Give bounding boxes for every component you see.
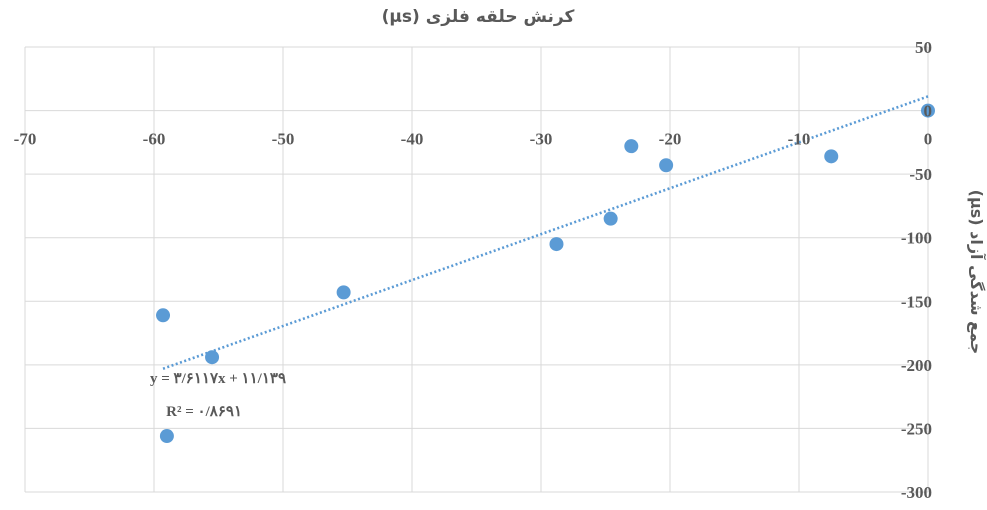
y-tick-label: -100 [901, 229, 932, 248]
y-tick-labels: 50 0 -50 -100 -150 -200 -250 -300 [901, 38, 932, 502]
y-tick-label: -50 [909, 165, 932, 184]
trendline [162, 95, 929, 370]
data-point [824, 149, 839, 164]
trendline-equation: y = ۳/۶۱۱۷x + ۱۱/۱۳۹ [150, 371, 286, 387]
data-point [603, 211, 618, 226]
data-point [336, 285, 351, 300]
data-point [549, 237, 564, 252]
data-point [156, 308, 171, 323]
x-tick-labels: -70 -60 -50 -40 -30 -20 -10 0 [14, 130, 933, 149]
data-point [159, 429, 174, 444]
chart-title: کرنش حلقه فلزی (µs) [382, 7, 575, 27]
data-point [205, 350, 220, 365]
data-point [624, 139, 639, 154]
x-tick-label: -20 [659, 130, 682, 149]
x-tick-label: -60 [143, 130, 166, 149]
y-tick-label: 0 [924, 102, 933, 121]
y-tick-label: 50 [915, 38, 932, 57]
gridlines [24, 46, 929, 493]
trendline-group [162, 95, 929, 370]
data-point [659, 158, 674, 173]
x-tick-label: -50 [272, 130, 295, 149]
x-tick-label: -40 [401, 130, 424, 149]
x-tick-label: -10 [788, 130, 811, 149]
y-axis-label: جمع شدگی آزاد (µs) [967, 190, 987, 355]
data-point [921, 103, 935, 118]
data-points [156, 103, 935, 444]
y-tick-label: -300 [901, 483, 932, 502]
x-tick-label: -30 [530, 130, 553, 149]
x-tick-label: 0 [924, 130, 933, 149]
y-tick-label: -250 [901, 419, 932, 438]
y-tick-label: -200 [901, 356, 932, 375]
x-tick-label: -70 [14, 130, 37, 149]
trendline-r-squared: R² = ۰/۸۶۹۱ [166, 404, 242, 420]
y-tick-label: -150 [901, 292, 932, 311]
